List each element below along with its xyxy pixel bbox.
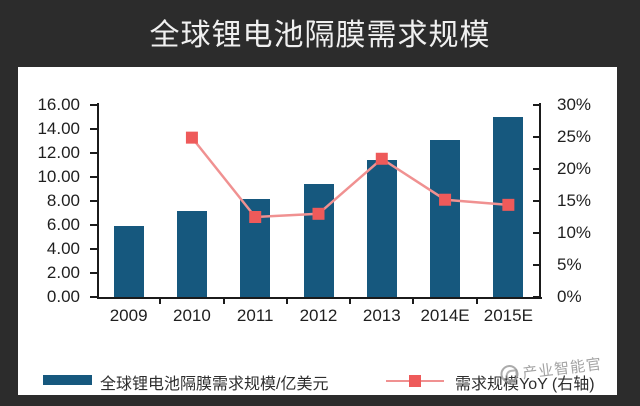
x-axis-label-2011: 2011 [236,306,274,325]
x-axis-label-2012: 2012 [299,306,338,325]
bar-2014E [430,139,461,297]
x-axis-tick [285,299,288,304]
left-axis-tick-label: 10.00 [37,167,80,186]
x-axis-tick [412,299,415,304]
yoy-marker [439,193,452,206]
left-axis-tick [90,152,97,154]
bar-2013 [366,160,397,297]
left-axis-tick [90,272,97,274]
left-axis-tick [90,104,97,106]
yoy-line-series [185,131,515,223]
x-axis-label-2010: 2010 [173,306,211,325]
yoy-line [190,136,509,219]
left-axis-tick-label: 6.00 [46,215,80,234]
x-axis-line [97,297,542,299]
yoy-marker [375,152,388,165]
left-axis-tick [90,176,97,178]
left-axis-line [97,103,99,299]
yoy-marker [185,131,198,144]
left-axis-tick-label: 16.00 [37,95,80,114]
left-axis-tick-label: 0.00 [46,287,80,306]
left-axis-tick [90,224,97,226]
watermark-logo-icon [499,364,520,385]
legend-line-marker [409,375,421,387]
x-axis-label-2015E: 2015E [483,306,533,325]
watermark-text: 产业智能官 [521,355,603,382]
bar-2009 [113,226,144,297]
right-axis-tick-label: 5% [557,255,582,274]
right-axis-tick-label: 25% [557,127,592,146]
bar-2010 [176,210,207,297]
x-axis-label-2014E: 2014E [420,306,470,325]
left-axis-tick-label: 2.00 [46,263,80,282]
right-axis-tick [533,296,540,298]
left-axis-tick-label: 12.00 [37,143,80,162]
right-axis-tick [533,232,540,234]
right-axis-tick-label: 30% [557,95,592,114]
right-axis-tick [533,168,540,170]
right-axis-tick [533,200,540,202]
x-axis-label-2013: 2013 [362,306,401,325]
left-axis-tick [90,296,97,298]
chart-title: 全球锂电池隔膜需求规模 [149,19,491,52]
right-axis-tick-label: 0% [557,287,582,306]
left-axis-tick-label: 8.00 [46,191,80,210]
right-axis-tick-label: 20% [557,159,592,178]
bar-2012 [303,184,334,297]
x-axis-tick [349,299,352,304]
x-axis-tick [475,299,478,304]
yoy-marker [502,198,515,211]
x-axis-tick [159,299,162,304]
right-axis-line [539,103,541,299]
right-axis-tick [533,264,540,266]
legend-line-icon [386,370,444,392]
right-axis-tick [533,104,540,106]
yoy-marker [312,207,325,220]
legend-line-label: 需求规模YoY (右轴) [455,376,595,393]
chart-panel: 16.00 14.00 12.00 10.00 8.00 6.00 4.00 2.00 0.00… [18,67,617,395]
left-axis-tick [90,200,97,202]
legend: 全球锂电池隔膜需求规模/亿美元 需求规模YoY (右轴) [18,370,617,393]
yoy-marker [249,211,262,223]
right-axis-tick-label: 10% [557,223,592,242]
legend-bar-swatch [43,375,92,385]
left-axis-tick-label: 4.00 [46,239,80,258]
right-axis-tick-label: 15% [557,191,592,210]
x-axis-tick [222,299,225,304]
legend-bar-label: 全球锂电池隔膜需求规模/亿美元 [100,376,329,393]
left-axis-tick-label: 14.00 [37,119,80,138]
right-axis-tick [533,136,540,138]
left-axis-tick [90,248,97,250]
x-axis-label-2009: 2009 [109,306,148,325]
left-axis-tick [90,128,97,130]
